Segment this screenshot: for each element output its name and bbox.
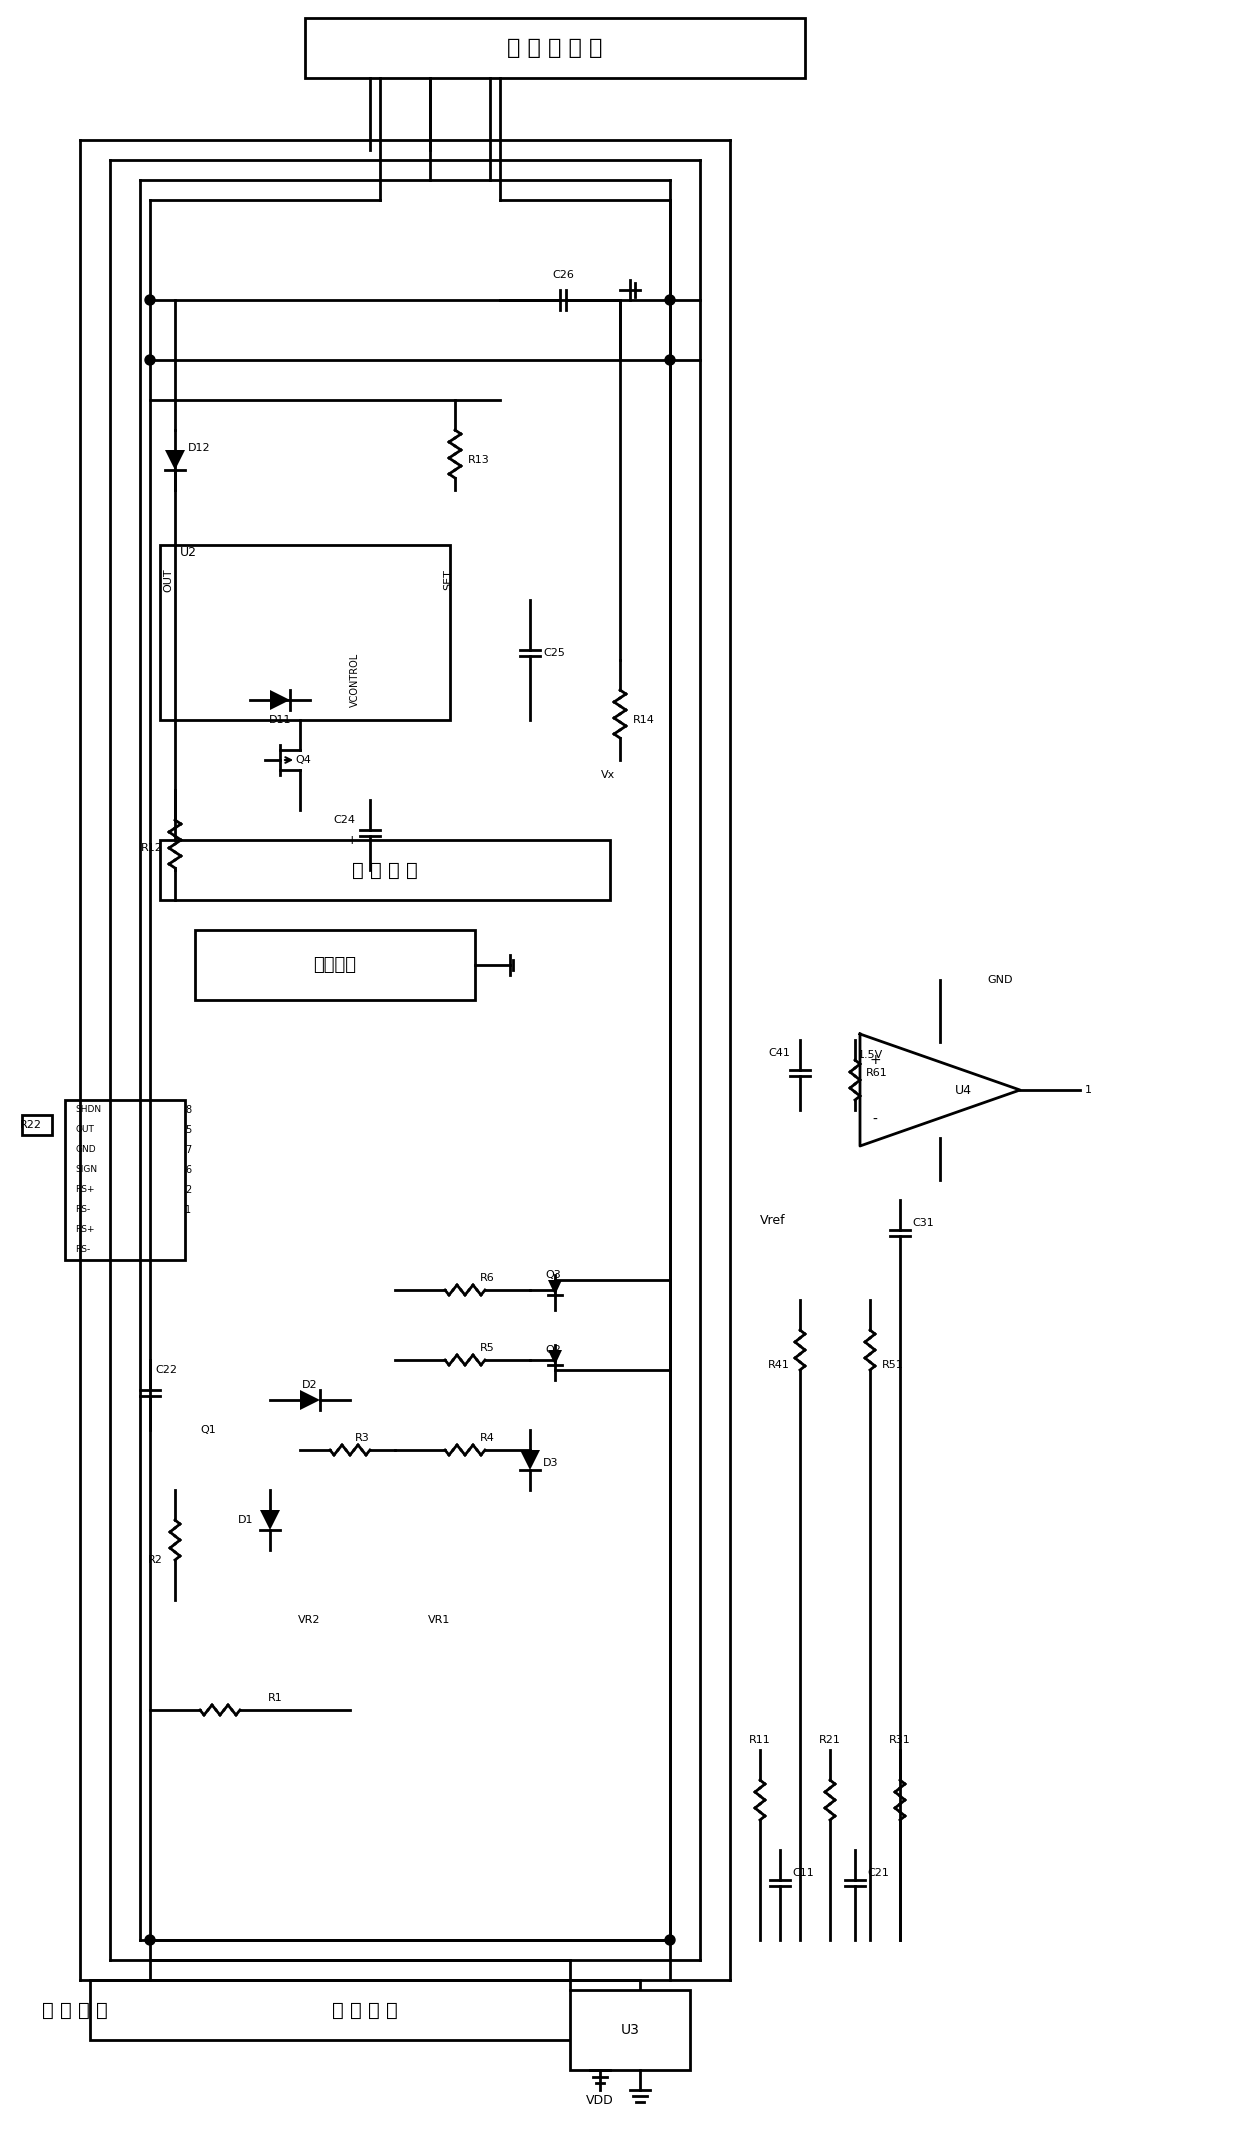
Bar [160,840,610,900]
Text: 1: 1 [185,1205,191,1216]
Text: RS+: RS+ [74,1186,94,1194]
Text: SHDN: SHDN [74,1105,102,1116]
Text: Q3: Q3 [546,1269,560,1280]
Text: 低 压 模 块: 低 压 模 块 [42,2001,108,2020]
Text: Q1: Q1 [200,1425,216,1436]
Text: 2: 2 [185,1186,191,1194]
Text: 6: 6 [185,1165,191,1175]
Text: R41: R41 [768,1361,790,1369]
Text: R1: R1 [268,1694,283,1702]
Text: R12: R12 [141,843,162,853]
Text: C21: C21 [867,1869,889,1877]
Text: 升 压 模 块: 升 压 模 块 [352,860,418,879]
Text: C22: C22 [155,1365,177,1376]
Text: D3: D3 [543,1459,558,1468]
Text: +: + [869,1054,880,1066]
Text: Vref: Vref [760,1214,786,1226]
Text: OUT: OUT [74,1126,94,1135]
Bar [570,1990,689,2069]
Bar [160,546,450,721]
Text: Q2: Q2 [546,1346,560,1354]
Text: U3: U3 [620,2022,640,2037]
Text: -: - [873,1113,878,1126]
Text: R2: R2 [148,1555,162,1566]
Text: 1: 1 [1085,1086,1092,1094]
Text: C26: C26 [552,271,574,279]
Polygon shape [260,1510,280,1529]
Text: U2: U2 [180,546,197,559]
Circle shape [145,1935,155,1945]
Text: D1: D1 [238,1514,253,1525]
Polygon shape [270,689,290,710]
Text: 负载模块: 负载模块 [314,956,357,975]
Text: R6: R6 [480,1273,495,1284]
Text: R61: R61 [866,1069,888,1077]
Polygon shape [548,1350,562,1365]
Text: GND: GND [987,975,1013,985]
Text: R3: R3 [355,1433,370,1444]
Text: R51: R51 [882,1361,904,1369]
Text: C41: C41 [768,1047,790,1058]
Text: C24: C24 [334,815,355,825]
Text: RS-: RS- [74,1246,91,1254]
Bar [305,17,805,79]
Text: 7: 7 [185,1145,191,1154]
Text: 低 压 模 块: 低 压 模 块 [332,2001,398,2020]
Text: SIGN: SIGN [74,1165,97,1175]
Text: D2: D2 [303,1380,317,1391]
Bar [195,930,475,1000]
Text: VR1: VR1 [428,1615,450,1625]
Circle shape [665,1935,675,1945]
Text: R13: R13 [467,454,490,465]
Bar [22,1116,52,1135]
Bar [91,1979,640,2039]
Polygon shape [300,1391,320,1410]
Text: Q4: Q4 [295,755,311,766]
Text: RS-: RS- [74,1205,91,1214]
Text: SET: SET [443,570,453,591]
Text: C31: C31 [911,1218,934,1229]
Text: R5: R5 [480,1344,495,1352]
Text: VR2: VR2 [298,1615,320,1625]
Text: R4: R4 [480,1433,495,1444]
Text: VDD: VDD [587,2092,614,2107]
Text: R11: R11 [749,1734,771,1745]
Text: C11: C11 [792,1869,813,1877]
Text: R31: R31 [889,1734,911,1745]
Text: R21: R21 [820,1734,841,1745]
Circle shape [665,354,675,365]
Text: 5: 5 [185,1124,191,1135]
Text: D11: D11 [269,715,291,725]
Circle shape [145,354,155,365]
Polygon shape [520,1450,539,1470]
Text: 1.5V: 1.5V [857,1049,883,1060]
Polygon shape [548,1280,562,1295]
Text: VCONTROL: VCONTROL [350,653,360,708]
Circle shape [145,294,155,305]
Text: Vx: Vx [600,770,615,781]
Text: R14: R14 [632,715,655,725]
Text: RS+: RS+ [74,1226,94,1235]
Text: OUT: OUT [162,567,174,591]
Text: +: + [346,834,357,847]
Text: D12: D12 [188,444,211,452]
Text: GND: GND [74,1145,95,1154]
Text: U4: U4 [955,1084,972,1096]
Bar [64,1101,185,1261]
Text: 8: 8 [185,1105,191,1116]
Polygon shape [165,450,185,469]
Text: R22: R22 [20,1120,42,1130]
Text: 辅 计 控 电 路: 辅 计 控 电 路 [507,38,603,58]
Text: C25: C25 [543,648,565,657]
Circle shape [665,294,675,305]
